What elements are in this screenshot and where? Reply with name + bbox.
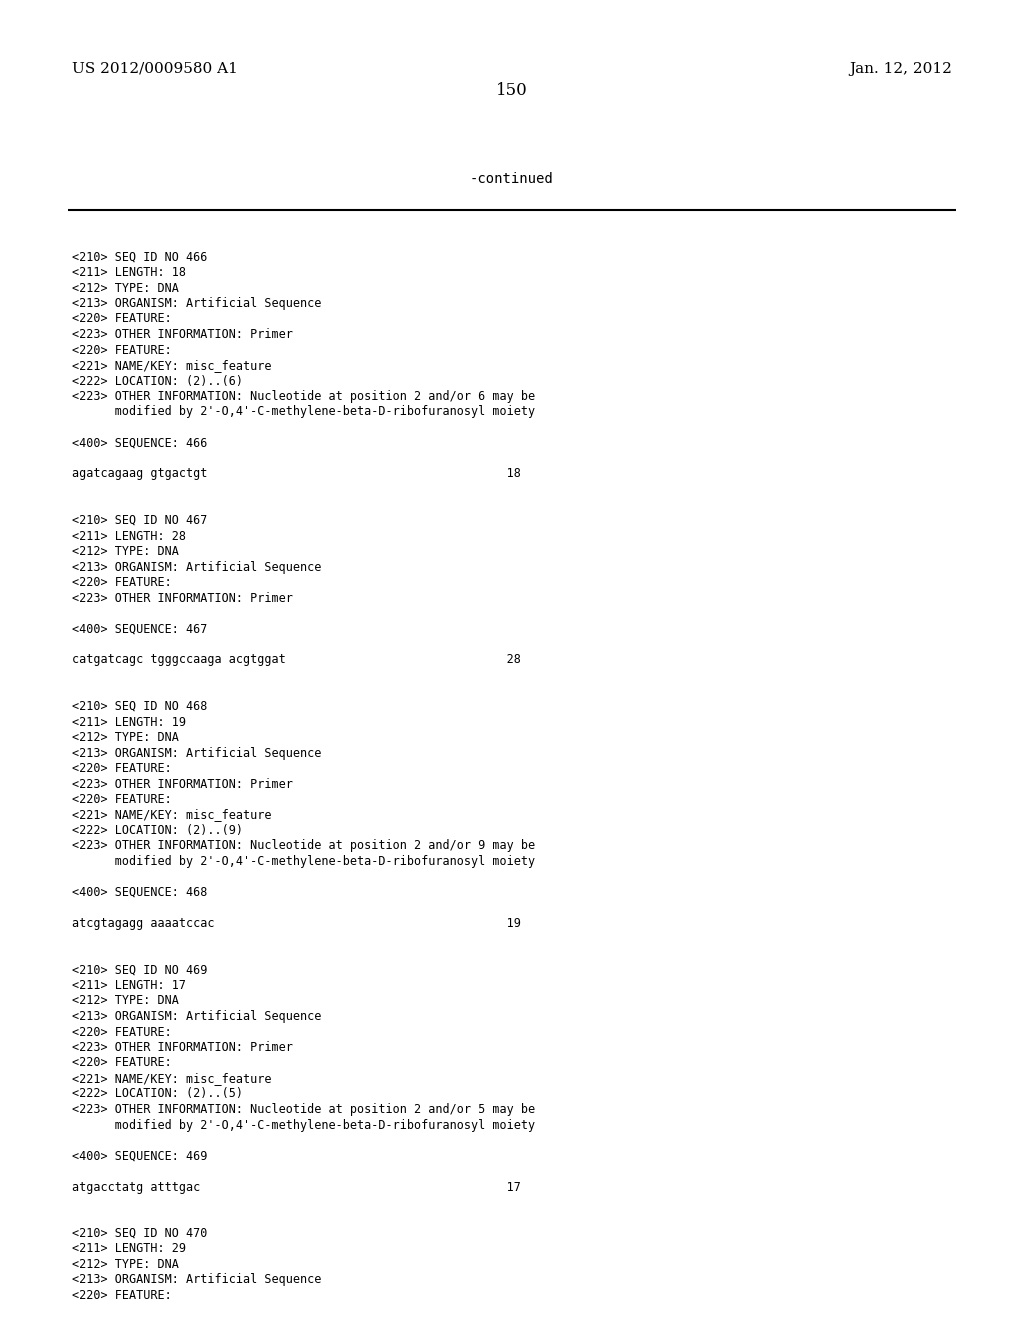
Text: modified by 2'-O,4'-C-methylene-beta-D-ribofuranosyl moiety: modified by 2'-O,4'-C-methylene-beta-D-r… (72, 405, 536, 418)
Text: <400> SEQUENCE: 468: <400> SEQUENCE: 468 (72, 886, 208, 899)
Text: <221> NAME/KEY: misc_feature: <221> NAME/KEY: misc_feature (72, 1072, 271, 1085)
Text: <221> NAME/KEY: misc_feature: <221> NAME/KEY: misc_feature (72, 808, 271, 821)
Text: <220> FEATURE:: <220> FEATURE: (72, 1026, 172, 1039)
Text: <400> SEQUENCE: 466: <400> SEQUENCE: 466 (72, 437, 208, 450)
Text: <220> FEATURE:: <220> FEATURE: (72, 313, 172, 326)
Text: <220> FEATURE:: <220> FEATURE: (72, 1056, 172, 1069)
Text: catgatcagc tgggccaaga acgtggat                               28: catgatcagc tgggccaaga acgtggat 28 (72, 653, 521, 667)
Text: <220> FEATURE:: <220> FEATURE: (72, 1290, 172, 1302)
Text: <210> SEQ ID NO 468: <210> SEQ ID NO 468 (72, 700, 208, 713)
Text: <211> LENGTH: 29: <211> LENGTH: 29 (72, 1242, 186, 1255)
Text: <223> OTHER INFORMATION: Nucleotide at position 2 and/or 9 may be: <223> OTHER INFORMATION: Nucleotide at p… (72, 840, 536, 853)
Text: <220> FEATURE:: <220> FEATURE: (72, 793, 172, 807)
Text: <220> FEATURE:: <220> FEATURE: (72, 762, 172, 775)
Text: <210> SEQ ID NO 470: <210> SEQ ID NO 470 (72, 1228, 208, 1239)
Text: <213> ORGANISM: Artificial Sequence: <213> ORGANISM: Artificial Sequence (72, 561, 322, 573)
Text: <223> OTHER INFORMATION: Nucleotide at position 2 and/or 5 may be: <223> OTHER INFORMATION: Nucleotide at p… (72, 1104, 536, 1115)
Text: <222> LOCATION: (2)..(5): <222> LOCATION: (2)..(5) (72, 1088, 243, 1101)
Text: <223> OTHER INFORMATION: Primer: <223> OTHER INFORMATION: Primer (72, 1041, 293, 1053)
Text: <220> FEATURE:: <220> FEATURE: (72, 576, 172, 589)
Text: <211> LENGTH: 19: <211> LENGTH: 19 (72, 715, 186, 729)
Text: <210> SEQ ID NO 467: <210> SEQ ID NO 467 (72, 513, 208, 527)
Text: agatcagaag gtgactgt                                          18: agatcagaag gtgactgt 18 (72, 467, 521, 480)
Text: modified by 2'-O,4'-C-methylene-beta-D-ribofuranosyl moiety: modified by 2'-O,4'-C-methylene-beta-D-r… (72, 1118, 536, 1131)
Text: <210> SEQ ID NO 469: <210> SEQ ID NO 469 (72, 964, 208, 977)
Text: <223> OTHER INFORMATION: Primer: <223> OTHER INFORMATION: Primer (72, 327, 293, 341)
Text: <211> LENGTH: 28: <211> LENGTH: 28 (72, 529, 186, 543)
Text: <222> LOCATION: (2)..(6): <222> LOCATION: (2)..(6) (72, 375, 243, 388)
Text: <213> ORGANISM: Artificial Sequence: <213> ORGANISM: Artificial Sequence (72, 297, 322, 310)
Text: modified by 2'-O,4'-C-methylene-beta-D-ribofuranosyl moiety: modified by 2'-O,4'-C-methylene-beta-D-r… (72, 855, 536, 869)
Text: atcgtagagg aaaatccac                                         19: atcgtagagg aaaatccac 19 (72, 917, 521, 931)
Text: <213> ORGANISM: Artificial Sequence: <213> ORGANISM: Artificial Sequence (72, 747, 322, 759)
Text: <210> SEQ ID NO 466: <210> SEQ ID NO 466 (72, 251, 208, 264)
Text: <222> LOCATION: (2)..(9): <222> LOCATION: (2)..(9) (72, 824, 243, 837)
Text: <223> OTHER INFORMATION: Nucleotide at position 2 and/or 6 may be: <223> OTHER INFORMATION: Nucleotide at p… (72, 389, 536, 403)
Text: atgacctatg atttgac                                           17: atgacctatg atttgac 17 (72, 1180, 521, 1193)
Text: <223> OTHER INFORMATION: Primer: <223> OTHER INFORMATION: Primer (72, 777, 293, 791)
Text: <211> LENGTH: 17: <211> LENGTH: 17 (72, 979, 186, 993)
Text: <220> FEATURE:: <220> FEATURE: (72, 343, 172, 356)
Text: <212> TYPE: DNA: <212> TYPE: DNA (72, 281, 179, 294)
Text: <212> TYPE: DNA: <212> TYPE: DNA (72, 731, 179, 744)
Text: <221> NAME/KEY: misc_feature: <221> NAME/KEY: misc_feature (72, 359, 271, 372)
Text: <213> ORGANISM: Artificial Sequence: <213> ORGANISM: Artificial Sequence (72, 1274, 322, 1287)
Text: <400> SEQUENCE: 467: <400> SEQUENCE: 467 (72, 623, 208, 635)
Text: <212> TYPE: DNA: <212> TYPE: DNA (72, 1258, 179, 1271)
Text: 150: 150 (496, 82, 528, 99)
Text: <212> TYPE: DNA: <212> TYPE: DNA (72, 545, 179, 558)
Text: US 2012/0009580 A1: US 2012/0009580 A1 (72, 62, 238, 77)
Text: <212> TYPE: DNA: <212> TYPE: DNA (72, 994, 179, 1007)
Text: -continued: -continued (470, 172, 554, 186)
Text: <211> LENGTH: 18: <211> LENGTH: 18 (72, 267, 186, 279)
Text: <400> SEQUENCE: 469: <400> SEQUENCE: 469 (72, 1150, 208, 1163)
Text: Jan. 12, 2012: Jan. 12, 2012 (849, 62, 952, 77)
Text: <213> ORGANISM: Artificial Sequence: <213> ORGANISM: Artificial Sequence (72, 1010, 322, 1023)
Text: <223> OTHER INFORMATION: Primer: <223> OTHER INFORMATION: Primer (72, 591, 293, 605)
